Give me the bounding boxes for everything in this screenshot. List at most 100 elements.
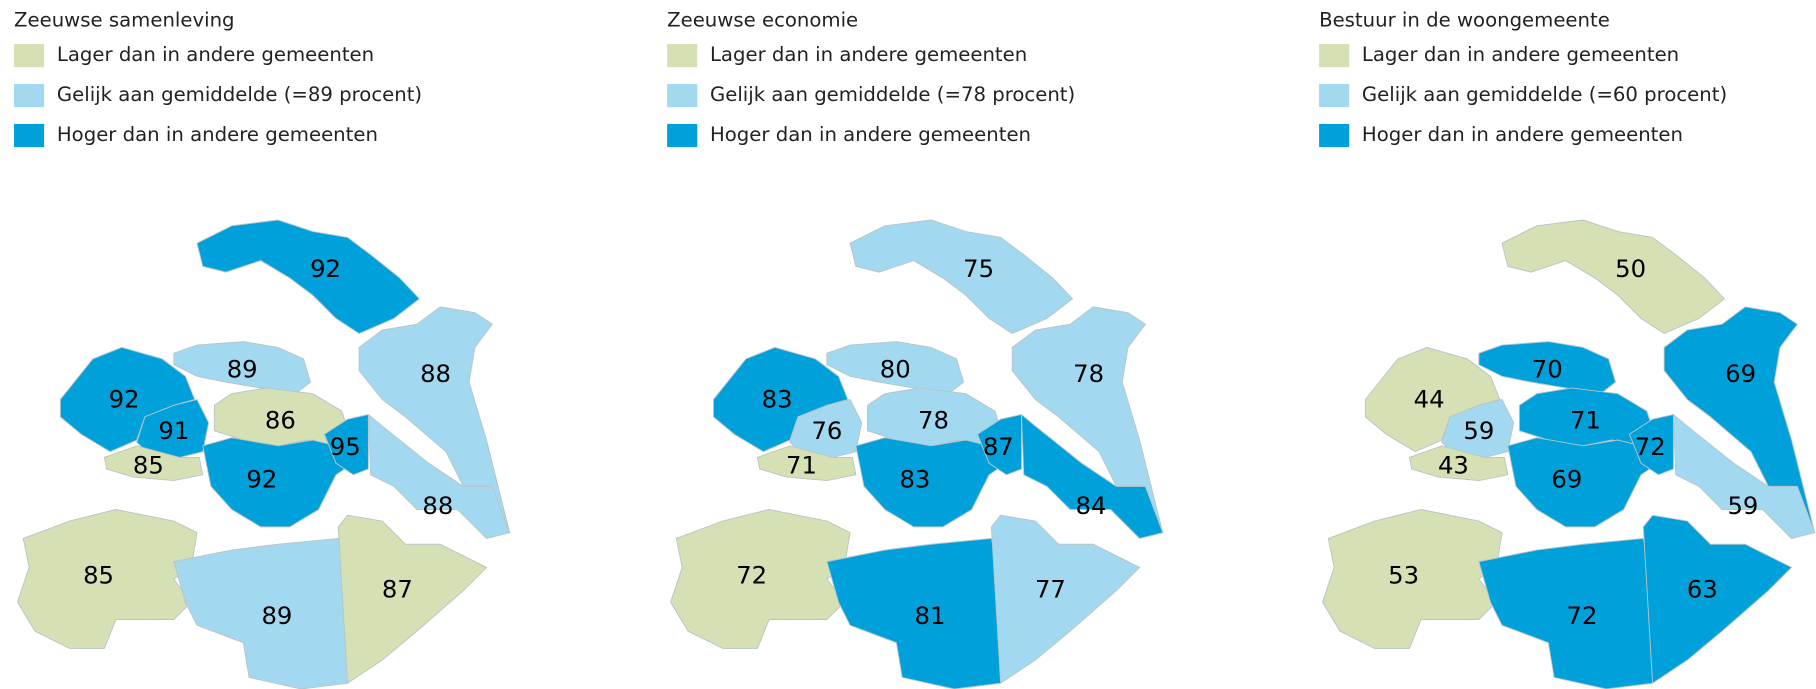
municipality — [1322, 509, 1503, 649]
region-value: 92 — [109, 385, 140, 414]
municipality — [1020, 413, 1164, 539]
region-value: 53 — [1388, 561, 1419, 590]
map-panel: Zeeuwse economie Lager dan in andere geme… — [667, 8, 1164, 689]
legend-swatch — [667, 83, 698, 108]
legend-swatch — [667, 44, 698, 68]
municipality — [103, 445, 204, 482]
legend-swatch — [14, 123, 45, 148]
region-value: 78 — [1073, 359, 1104, 388]
region-value: 59 — [1727, 491, 1758, 520]
region-value: 83 — [762, 385, 793, 414]
municipality — [670, 509, 851, 649]
map-panel: Zeeuwse samenleving Lager dan in andere g… — [14, 8, 511, 689]
region-value: 81 — [915, 601, 946, 630]
region-value: 63 — [1687, 575, 1718, 604]
region-value: 78 — [918, 406, 949, 435]
municipality — [789, 398, 863, 458]
legend-label: Lager dan in andere gemeenten — [710, 43, 1027, 66]
region-value: 59 — [1463, 416, 1494, 445]
region-value: 88 — [422, 491, 453, 520]
map: 92 89 88 92 91 86 85 92 95 88 85 89 87 — [17, 219, 511, 689]
region-value: 91 — [158, 416, 189, 445]
municipality — [1478, 537, 1654, 689]
municipality — [849, 219, 1074, 335]
municipality — [358, 306, 511, 534]
region-value: 77 — [1035, 575, 1066, 604]
region-value: 83 — [899, 465, 930, 494]
region-value: 88 — [420, 359, 451, 388]
legend-swatch — [14, 83, 45, 108]
municipality — [337, 514, 488, 685]
municipality — [1478, 341, 1617, 395]
municipality — [1628, 413, 1674, 476]
map-title: Bestuur in de woongemeente — [1319, 8, 1610, 31]
region-value: 50 — [1615, 254, 1646, 283]
region-value: 71 — [786, 451, 817, 480]
map: 50 70 69 44 59 71 43 69 72 59 53 72 63 — [1322, 219, 1816, 689]
region-value: 89 — [261, 601, 292, 630]
municipality — [1408, 445, 1509, 482]
municipality — [173, 341, 312, 395]
legend-label: Hoger dan in andere gemeenten — [1362, 123, 1683, 146]
legend-label: Hoger dan in andere gemeenten — [710, 123, 1031, 146]
municipality — [17, 509, 198, 649]
municipality — [976, 413, 1022, 476]
region-value: 92 — [246, 465, 277, 494]
municipality — [367, 413, 511, 539]
legend-label: Gelijk aan gemiddelde (=78 procent) — [710, 83, 1075, 106]
legend-label: Lager dan in andere gemeenten — [1362, 43, 1679, 66]
region-value: 44 — [1414, 385, 1445, 414]
legend-label: Gelijk aan gemiddelde (=89 procent) — [57, 83, 422, 106]
region-value: 89 — [227, 355, 258, 384]
region-value: 72 — [1566, 601, 1597, 630]
region-value: 43 — [1438, 451, 1469, 480]
municipality — [173, 537, 348, 689]
region-value: 70 — [1532, 355, 1563, 384]
legend-label: Gelijk aan gemiddelde (=60 procent) — [1362, 83, 1727, 106]
region-value: 84 — [1076, 491, 1107, 520]
municipality — [1663, 306, 1816, 534]
municipality — [1642, 514, 1793, 685]
municipality — [202, 437, 355, 528]
region-value: 71 — [1570, 406, 1601, 435]
region-value: 85 — [133, 451, 164, 480]
legend-swatch — [14, 44, 45, 68]
legend-swatch — [1319, 123, 1350, 148]
region-value: 95 — [330, 432, 361, 461]
legend-swatch — [1319, 83, 1350, 108]
municipality — [1501, 219, 1726, 335]
region-value: 69 — [1725, 359, 1756, 388]
map-panel: Bestuur in de woongemeente Lager dan in a… — [1319, 8, 1816, 689]
map-title: Zeeuwse samenleving — [14, 8, 235, 31]
region-value: 76 — [811, 416, 842, 445]
region-value: 86 — [265, 406, 296, 435]
region-value: 92 — [310, 254, 341, 283]
region-value: 85 — [83, 561, 114, 590]
legend-swatch — [1319, 44, 1350, 68]
municipality — [196, 219, 421, 335]
region-value: 72 — [736, 561, 767, 590]
municipality — [136, 398, 210, 458]
region-value: 75 — [963, 254, 994, 283]
municipality — [990, 514, 1141, 685]
municipality — [323, 413, 369, 476]
municipality — [1441, 398, 1515, 458]
municipality — [1011, 306, 1164, 534]
municipality — [826, 341, 965, 395]
municipality — [826, 537, 1002, 689]
municipality — [1672, 413, 1816, 539]
region-value: 87 — [382, 575, 413, 604]
region-value: 80 — [880, 355, 911, 384]
legend-swatch — [667, 123, 698, 148]
map-title: Zeeuwse economie — [667, 8, 858, 31]
region-value: 72 — [1635, 432, 1666, 461]
legend-label: Lager dan in andere gemeenten — [57, 43, 374, 66]
municipality — [1507, 437, 1660, 528]
municipality — [855, 437, 1008, 528]
municipality — [756, 445, 857, 482]
legend-label: Hoger dan in andere gemeenten — [57, 123, 378, 146]
region-value: 69 — [1551, 465, 1582, 494]
